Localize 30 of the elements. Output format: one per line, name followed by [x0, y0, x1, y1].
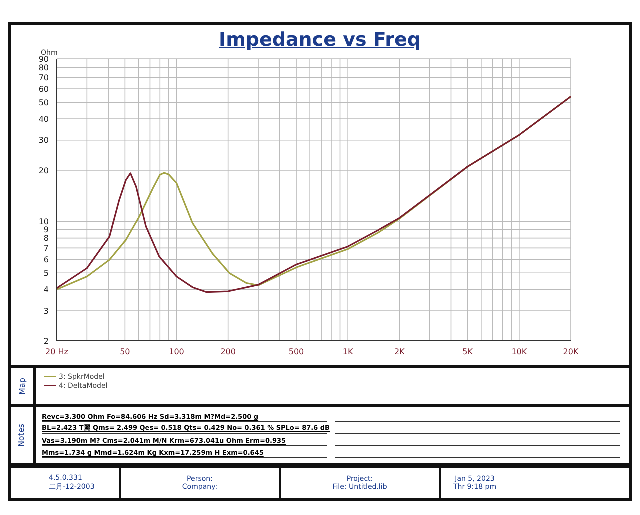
y-tick-label: 2 [44, 336, 49, 346]
y-tick-label: 5 [44, 268, 49, 278]
y-tick-label: 4 [44, 285, 49, 294]
x-tick-label: 50 [120, 348, 130, 357]
y-tick-label: 70 [38, 73, 49, 82]
x-tick-label: 5K [462, 348, 474, 357]
x-tick-label: 20 Hz [46, 348, 68, 357]
y-tick-label: 7 [44, 244, 49, 254]
y-tick-label: 60 [38, 84, 49, 94]
x-tick-label: 500 [288, 348, 304, 357]
x-tick-label: 2K [394, 348, 406, 357]
chart-title: Impedance vs Freq [219, 29, 421, 51]
y-tick-label: 20 [38, 166, 49, 176]
x-tick-label: 200 [220, 348, 236, 357]
x-tick-label: 100 [169, 348, 184, 357]
text: Notes [18, 423, 27, 447]
y-tick-label: 6 [44, 255, 49, 264]
y-tick-label: 10 [38, 218, 49, 227]
y-tick-label: 30 [38, 136, 49, 146]
x-tick-label: 20K [563, 348, 580, 357]
x-tick-label: 1K [342, 348, 354, 357]
y-tick-label: 3 [44, 306, 49, 316]
y-tick-label: 50 [38, 98, 49, 108]
x-tick-label: 10K [512, 348, 528, 357]
legend-title: Map [17, 378, 26, 394]
y-tick-label: 90 [38, 54, 49, 64]
y-tick-label: 8 [44, 234, 49, 244]
y-tick-label: 40 [38, 114, 49, 124]
y-tick-label: 80 [38, 64, 49, 73]
y-tick-label: 9 [44, 225, 49, 234]
